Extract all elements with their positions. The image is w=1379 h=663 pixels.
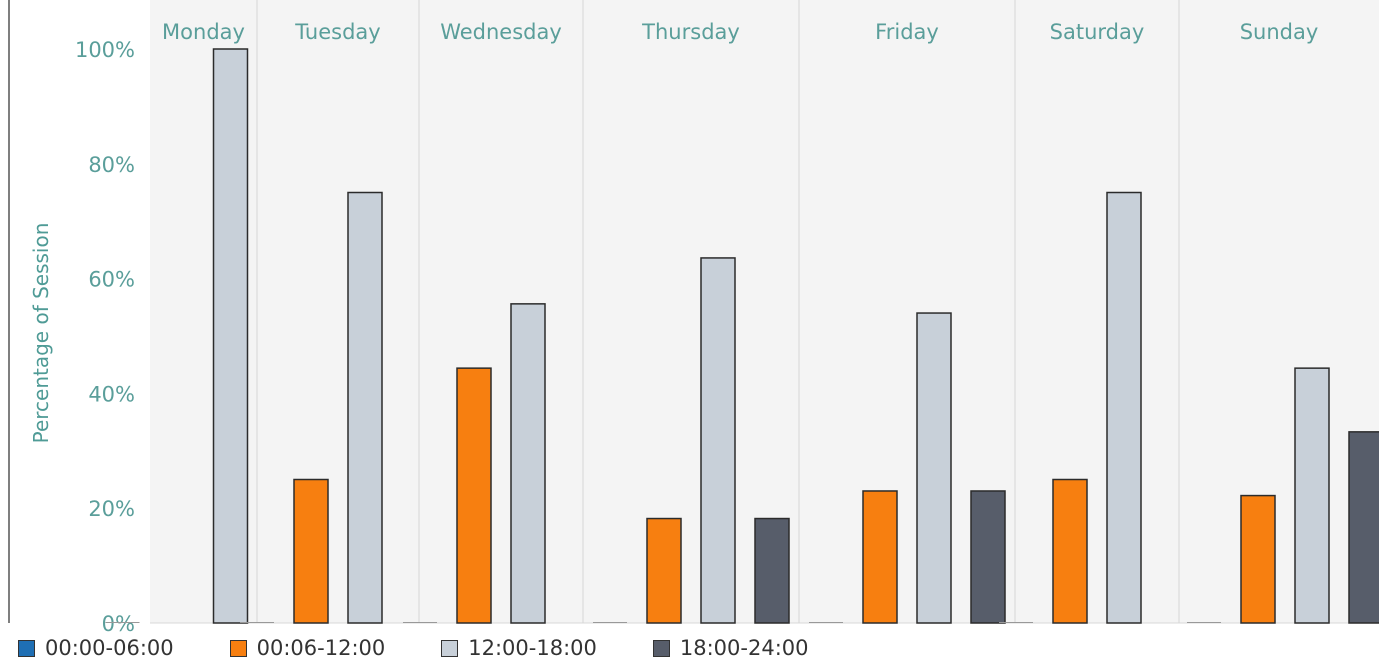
bar-chart: Percentage of Session 0% 20% 40% 60% 80% 100% M… [8, 0, 1379, 635]
bar [212, 48, 249, 624]
day-label: Friday [875, 20, 939, 44]
legend-item: 12:00-18:00 [441, 636, 597, 660]
bar [754, 517, 790, 624]
day-label: Saturday [1050, 20, 1145, 44]
y-axis-label: Percentage of Session [29, 223, 53, 444]
legend-label: 00:06-12:00 [256, 636, 386, 660]
legend-item: 18:00-24:00 [652, 636, 809, 660]
y-tick-label: 80% [88, 153, 135, 177]
day-label: Wednesday [440, 20, 562, 44]
legend-item: 00:06-12:00 [229, 636, 386, 660]
bar [1052, 478, 1088, 624]
legend-swatch [441, 639, 459, 657]
legend-item: 00:00-06:00 [18, 636, 174, 660]
bar [1106, 191, 1142, 624]
bar [916, 312, 952, 624]
bar [293, 478, 329, 624]
bar [1348, 431, 1379, 624]
bar [646, 517, 682, 624]
day-label: Thursday [641, 20, 740, 44]
bar [1240, 494, 1276, 624]
legend-label: 12:00-18:00 [468, 636, 597, 660]
bar [700, 257, 736, 624]
y-tick-label: 0% [102, 612, 135, 635]
legend: 00:00-06:00 00:06-12:00 12:00-18:00 18:0… [18, 634, 865, 662]
bar [456, 367, 492, 624]
y-tick-label: 60% [88, 268, 135, 292]
bar [862, 490, 898, 624]
y-tick-label: 100% [75, 38, 135, 62]
bar [347, 191, 383, 624]
bar [970, 490, 1006, 624]
y-tick-label: 20% [88, 497, 135, 521]
legend-swatch [229, 639, 247, 657]
y-tick-label: 40% [88, 382, 135, 406]
legend-swatch [652, 639, 670, 657]
legend-label: 18:00-24:00 [679, 636, 809, 660]
legend-swatch [18, 639, 35, 657]
bar [510, 303, 546, 624]
bar [1294, 367, 1330, 624]
legend-label: 00:00-06:00 [45, 636, 174, 660]
day-label: Sunday [1240, 20, 1319, 44]
day-label: Tuesday [294, 20, 380, 44]
day-label: Monday [162, 20, 245, 44]
